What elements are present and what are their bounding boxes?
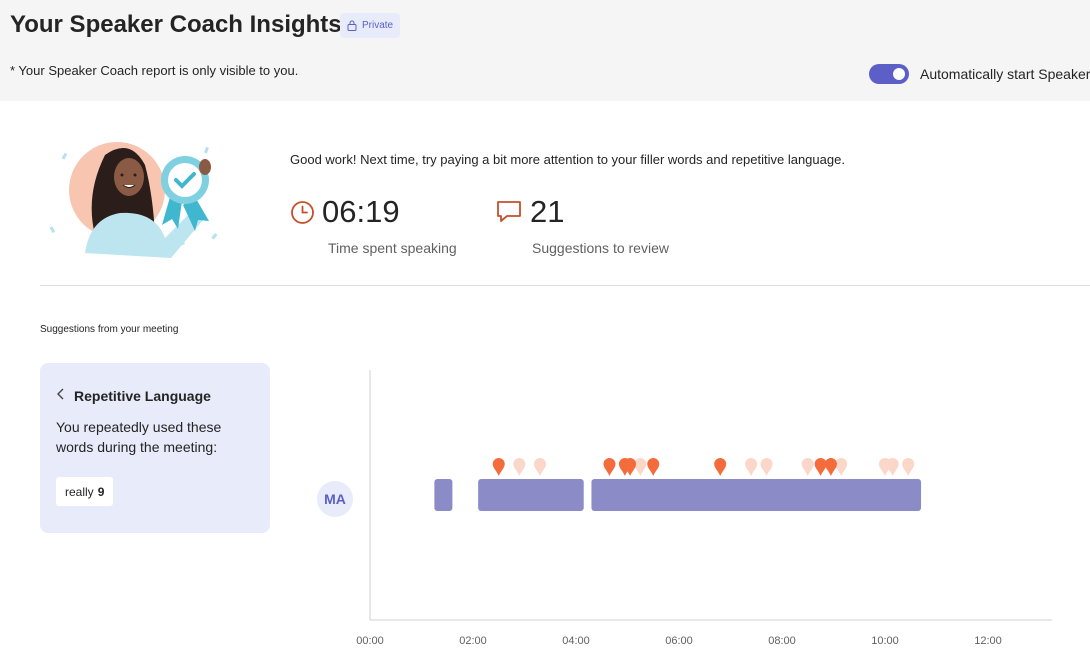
speaker-coach-illustration [45, 135, 230, 260]
suggestion-marker[interactable] [624, 458, 637, 476]
repeated-word: really [65, 484, 94, 499]
chat-icon [496, 200, 522, 229]
suggestion-marker-faded[interactable] [760, 458, 773, 476]
page-title: Your Speaker Coach Insights [10, 11, 342, 38]
clock-icon [290, 200, 315, 230]
private-badge-label: Private [362, 20, 394, 31]
speaking-timeline: 00:00 02:00 04:00 06:00 08:00 10:00 12:00 MA [317, 370, 1052, 647]
suggestions-count-value: 21 [530, 194, 565, 229]
suggestion-marker-faded[interactable] [634, 458, 647, 476]
section-divider [40, 285, 1090, 286]
chevron-left-icon [56, 387, 66, 405]
card-description: You repeatedly used these words during t… [56, 419, 222, 455]
speaker-initials: MA [324, 491, 346, 507]
back-to-suggestions-button[interactable]: Repetitive Language [56, 387, 211, 405]
timeline-tick-label: 04:00 [562, 635, 590, 647]
auto-start-toggle-label: Automatically start Speaker [920, 66, 1090, 82]
timeline-tick-label: 10:00 [871, 635, 899, 647]
lock-icon [347, 20, 357, 31]
suggestion-marker-faded[interactable] [513, 458, 526, 476]
suggestion-marker-faded[interactable] [533, 458, 546, 476]
speaker-avatar: MA [317, 481, 353, 517]
suggestion-marker-faded[interactable] [745, 458, 758, 476]
speaking-segment[interactable] [591, 479, 922, 511]
suggestion-marker[interactable] [603, 458, 616, 476]
speaking-segment[interactable] [478, 479, 584, 511]
suggestions-count-label: Suggestions to review [532, 240, 669, 256]
suggestions-section-title: Suggestions from your meeting [40, 324, 179, 335]
suggestion-marker[interactable] [714, 458, 727, 476]
visibility-note: * Your Speaker Coach report is only visi… [10, 63, 299, 78]
time-spent-value: 06:19 [322, 194, 400, 229]
timeline-tick-label: 00:00 [356, 635, 384, 647]
page-header: Your Speaker Coach Insights Private * Yo… [0, 0, 1090, 101]
suggestion-marker-faded[interactable] [835, 458, 848, 476]
private-badge: Private [340, 13, 401, 38]
timeline-tick-label: 06:00 [665, 635, 693, 647]
suggestion-marker[interactable] [814, 458, 827, 476]
suggestion-marker[interactable] [824, 458, 837, 476]
repetitive-language-card: Repetitive Language You repeatedly used … [40, 363, 270, 533]
suggestion-marker[interactable] [492, 458, 505, 476]
toggle-knob [893, 68, 905, 80]
repeated-word-count: 9 [97, 484, 105, 499]
suggestion-marker-faded[interactable] [886, 458, 899, 476]
speaking-segment[interactable] [434, 479, 453, 511]
coach-feedback: Good work! Next time, try paying a bit m… [290, 152, 845, 167]
timeline-tick-label: 12:00 [974, 635, 1002, 647]
timeline-tick-label: 08:00 [768, 635, 796, 647]
suggestion-marker-faded[interactable] [902, 458, 915, 476]
suggestion-marker-faded[interactable] [801, 458, 814, 476]
card-heading: Repetitive Language [74, 388, 211, 404]
auto-start-toggle[interactable] [869, 64, 909, 84]
time-spent-label: Time spent speaking [328, 240, 457, 256]
repeated-word-chip[interactable]: really 9 [56, 477, 114, 506]
timeline-tick-label: 02:00 [459, 635, 487, 647]
suggestion-marker[interactable] [647, 458, 660, 476]
